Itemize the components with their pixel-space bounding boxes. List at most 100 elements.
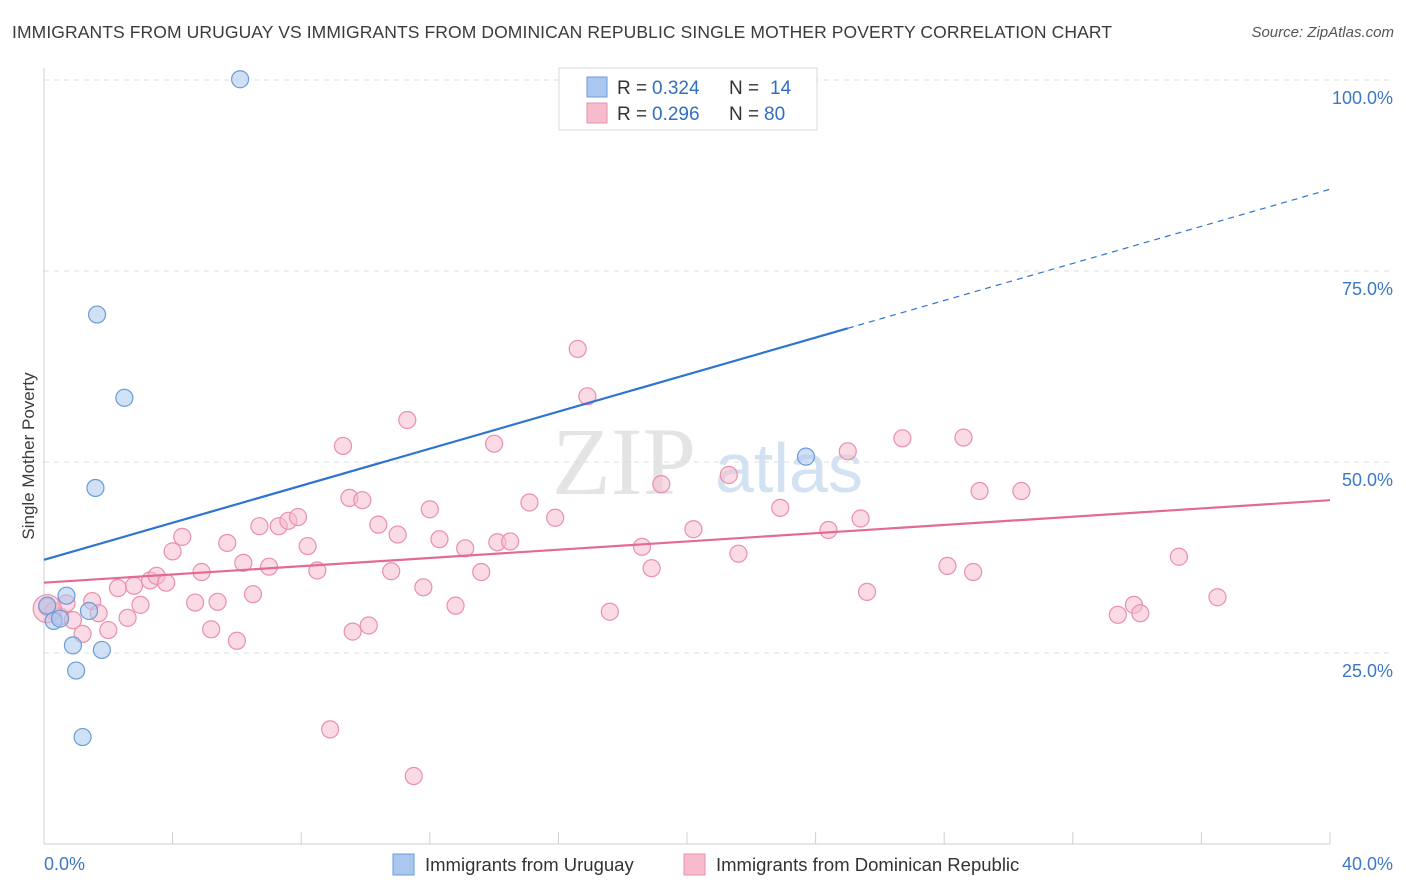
uruguay-point [86,478,105,498]
dominican-point [382,562,401,581]
dominican-point [632,537,652,556]
uruguay-point [79,601,99,621]
dominican-point [893,429,912,448]
y-axis-label: Single Mother Poverty [19,372,38,540]
uruguay-point [115,388,134,407]
dominican-point [771,498,790,517]
dominican-point [343,622,362,641]
dominican-point [202,620,221,639]
dominican-point [414,578,433,597]
dominican-point [404,766,423,786]
dominican-point [851,509,870,528]
dominican-point [250,517,269,536]
dominican-trend-line [43,499,1331,584]
dominican-point [729,544,748,563]
dominican-point [1131,604,1150,623]
legend-r-label-uruguay: R = [617,78,647,99]
trend-lines [43,188,1331,584]
dominican-point [157,573,176,592]
dominican-point [456,539,475,558]
dominican-point [369,515,388,534]
dominican-point [430,530,449,549]
uruguay-trend-line [43,327,849,561]
watermark-atlas: atlas [715,429,863,507]
dominican-point [568,339,587,359]
x-tick-label-max: 40.0% [1342,854,1393,874]
dominican-point [234,553,253,572]
y-tick-labels: 25.0% 50.0% 75.0% 100.0% [1332,88,1393,681]
dominican-point [485,434,504,453]
dominican-point [186,593,205,612]
dominican-point [520,493,539,512]
dominican-point [243,585,263,604]
uruguay-point [57,586,76,605]
x-axis-ticks [43,832,1331,844]
legend-r-label-dominican: R = [617,104,647,125]
uruguay-point [38,596,57,615]
dominican-point [298,536,317,556]
legend-n-label-dominican: N = [729,104,759,125]
legend-n-value-uruguay: 14 [770,78,792,99]
dominican-point [420,500,439,519]
uruguay-point [87,305,107,324]
x-tick-label-min: 0.0% [44,854,85,874]
dominican-point [131,595,150,614]
bottom-legend-swatch-dominican [683,853,706,876]
uruguay-trend-extension [847,188,1331,329]
bottom-legend-swatch-uruguay [392,853,415,876]
dominican-point [819,520,838,540]
dominican-point [353,491,372,510]
dominican-point [642,559,661,578]
dominican-point [970,481,989,501]
dominican-point [124,576,144,595]
dominican-point [227,631,246,650]
dominican-point [259,557,279,576]
dominican-point [578,387,597,406]
dominican-point [99,620,118,640]
correlation-legend: R = 0.324 N = 14 R = 0.296 N = 80 [558,67,818,131]
dominican-point [208,592,227,611]
uruguay-point [796,447,816,466]
uruguay-point [50,609,70,628]
legend-r-value-uruguay: 0.324 [652,78,700,99]
dominican-point [173,527,192,546]
dominican-point [359,616,378,635]
dominican-point [398,410,417,430]
uruguay-point [92,640,111,660]
dominican-point [388,525,407,544]
legend-n-value-dominican: 80 [764,104,785,125]
chart-title: IMMIGRANTS FROM URUGUAY VS IMMIGRANTS FR… [12,22,1113,42]
dominican-point [1169,547,1188,566]
dominican-point [501,532,520,551]
y-tick-label: 50.0% [1342,470,1393,490]
dominican-point [938,556,957,576]
dominican-point [954,428,973,447]
uruguay-point [73,727,92,747]
legend-swatch-dominican [586,102,608,124]
legend-swatch-uruguay [586,76,608,98]
dominican-point [288,507,308,527]
uruguay-point [63,636,83,655]
legend-n-label-uruguay: N = [729,78,759,99]
y-tick-label: 75.0% [1342,279,1393,299]
dominican-point [163,542,182,561]
uruguay-point [67,661,86,680]
uruguay-point [231,70,250,89]
dominican-point [546,508,565,527]
dominican-point [1108,605,1127,624]
dominican-point [118,608,137,627]
dominican-point [321,720,340,739]
y-tick-label: 25.0% [1342,661,1393,681]
uruguay-points [38,70,816,747]
dominican-point [857,582,877,601]
dominican-point [472,562,491,582]
dominican-point [218,533,237,553]
dominican-point [964,562,983,582]
dominican-point [1012,481,1031,501]
bottom-legend-label-dominican: Immigrants from Dominican Republic [716,854,1019,875]
y-tick-label: 100.0% [1332,88,1393,108]
dominican-point [446,596,465,615]
source-credit: Source: ZipAtlas.com [1251,24,1394,41]
dominican-point [684,520,703,539]
